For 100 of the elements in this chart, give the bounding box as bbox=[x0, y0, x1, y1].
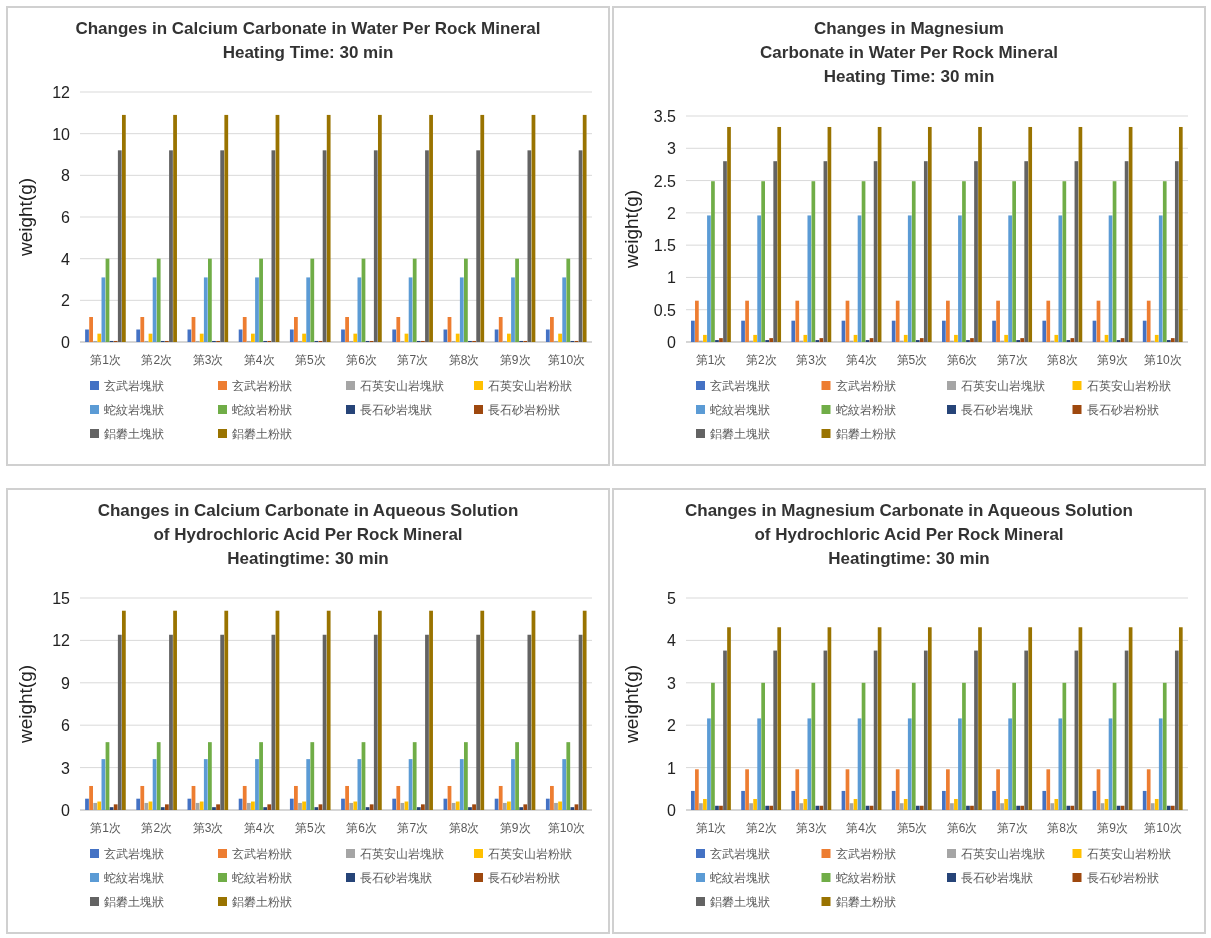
y-tick-label: 0 bbox=[61, 334, 71, 351]
bar bbox=[950, 803, 954, 810]
bar bbox=[169, 634, 173, 810]
legend-label: 長石砂岩塊狀 bbox=[961, 871, 1033, 885]
bar bbox=[1174, 161, 1179, 342]
bar bbox=[173, 610, 177, 810]
x-tick-label: 第6次 bbox=[946, 821, 978, 835]
bar bbox=[173, 114, 177, 342]
y-tick-label: 1 bbox=[667, 269, 677, 287]
legend-label: 玄武岩粉狀 bbox=[232, 847, 292, 861]
bar bbox=[769, 338, 774, 342]
bar bbox=[1012, 682, 1016, 810]
bar bbox=[962, 682, 966, 810]
bar bbox=[341, 798, 345, 810]
legend-label: 蛇紋岩粉狀 bbox=[835, 871, 896, 885]
legend-label: 鋁礬土粉狀 bbox=[232, 895, 292, 909]
bar bbox=[727, 627, 731, 810]
bar bbox=[289, 798, 294, 810]
bar bbox=[208, 742, 212, 810]
bar bbox=[723, 161, 727, 342]
bar bbox=[803, 798, 808, 810]
bar bbox=[1042, 320, 1047, 342]
bar bbox=[773, 650, 778, 810]
bar bbox=[416, 807, 421, 810]
bar bbox=[527, 150, 532, 342]
bar bbox=[545, 329, 550, 342]
x-tick-label: 第10次 bbox=[1144, 353, 1182, 367]
bar bbox=[891, 790, 896, 810]
y-tick-label: 2 bbox=[667, 204, 677, 222]
bar bbox=[121, 114, 126, 342]
bar bbox=[769, 805, 774, 810]
bar bbox=[954, 798, 958, 810]
bar bbox=[1158, 718, 1163, 810]
bar bbox=[377, 610, 382, 810]
x-tick-label: 第5次 bbox=[295, 353, 326, 367]
legend-label: 鋁礬土塊狀 bbox=[710, 427, 770, 441]
bar bbox=[1016, 805, 1021, 810]
chart-title: Changes in Magnesium Carbonate in Aqueous Solution of Hydrochloric Acid Per Rock Mineral Heatingtime: 30 min bbox=[684, 501, 1134, 568]
bar bbox=[903, 798, 908, 810]
x-tick-label: 第2次 bbox=[745, 821, 777, 835]
x-tick-label: 第1次 bbox=[90, 353, 121, 367]
bar bbox=[527, 634, 532, 810]
bar bbox=[498, 317, 503, 342]
bar bbox=[136, 798, 141, 810]
bar bbox=[795, 769, 800, 810]
y-tick-label: 3 bbox=[61, 759, 71, 777]
bar bbox=[773, 161, 778, 342]
bar bbox=[757, 215, 761, 342]
bar bbox=[745, 300, 749, 342]
bar bbox=[199, 333, 204, 342]
bar bbox=[302, 801, 306, 810]
bar bbox=[294, 785, 298, 810]
bar bbox=[727, 126, 731, 342]
bar bbox=[507, 333, 511, 342]
x-tick-label: 第9次 bbox=[1097, 821, 1129, 835]
legend-label: 鋁礬土塊狀 bbox=[104, 427, 164, 441]
legend-label: 鋁礬土粉狀 bbox=[835, 427, 896, 441]
bar bbox=[251, 801, 255, 810]
bar bbox=[412, 742, 417, 810]
bar bbox=[757, 718, 761, 810]
bar bbox=[1178, 126, 1183, 342]
bar bbox=[1058, 718, 1063, 810]
bar bbox=[220, 634, 225, 810]
bar bbox=[97, 801, 102, 810]
bar bbox=[996, 300, 1000, 342]
bar bbox=[765, 805, 770, 810]
y-tick-label: 3 bbox=[667, 674, 677, 692]
x-tick-label: 第3次 bbox=[796, 353, 827, 367]
y-tick-label: 0.5 bbox=[653, 301, 677, 319]
x-tick-label: 第3次 bbox=[796, 821, 827, 835]
y-tick-label: 6 bbox=[61, 717, 71, 735]
bar bbox=[741, 320, 745, 342]
y-tick-label: 15 bbox=[52, 590, 71, 607]
bar bbox=[353, 333, 358, 342]
bar bbox=[515, 742, 519, 810]
bar bbox=[472, 804, 476, 810]
bar bbox=[715, 805, 719, 810]
bar bbox=[923, 650, 928, 810]
bar bbox=[289, 329, 294, 342]
legend-label: 長石砂岩塊狀 bbox=[360, 871, 432, 885]
legend-label: 石英安山岩粉狀 bbox=[488, 847, 572, 861]
legend-label: 玄武岩塊狀 bbox=[104, 379, 164, 393]
bar bbox=[1042, 790, 1047, 810]
bar bbox=[1024, 650, 1029, 810]
bar bbox=[519, 807, 524, 810]
bar bbox=[795, 300, 800, 342]
bar bbox=[695, 300, 699, 342]
bar bbox=[373, 150, 378, 342]
bar bbox=[582, 610, 587, 810]
x-tick-label: 第4次 bbox=[243, 821, 275, 835]
y-tick-label: 9 bbox=[61, 674, 71, 692]
y-tick-label: 6 bbox=[61, 209, 71, 226]
bar bbox=[942, 790, 946, 810]
bar bbox=[498, 785, 503, 810]
bar bbox=[907, 215, 912, 342]
bar bbox=[1004, 334, 1008, 342]
bar bbox=[1012, 181, 1016, 342]
bar bbox=[723, 650, 727, 810]
bar bbox=[255, 759, 259, 810]
bar bbox=[970, 805, 974, 810]
